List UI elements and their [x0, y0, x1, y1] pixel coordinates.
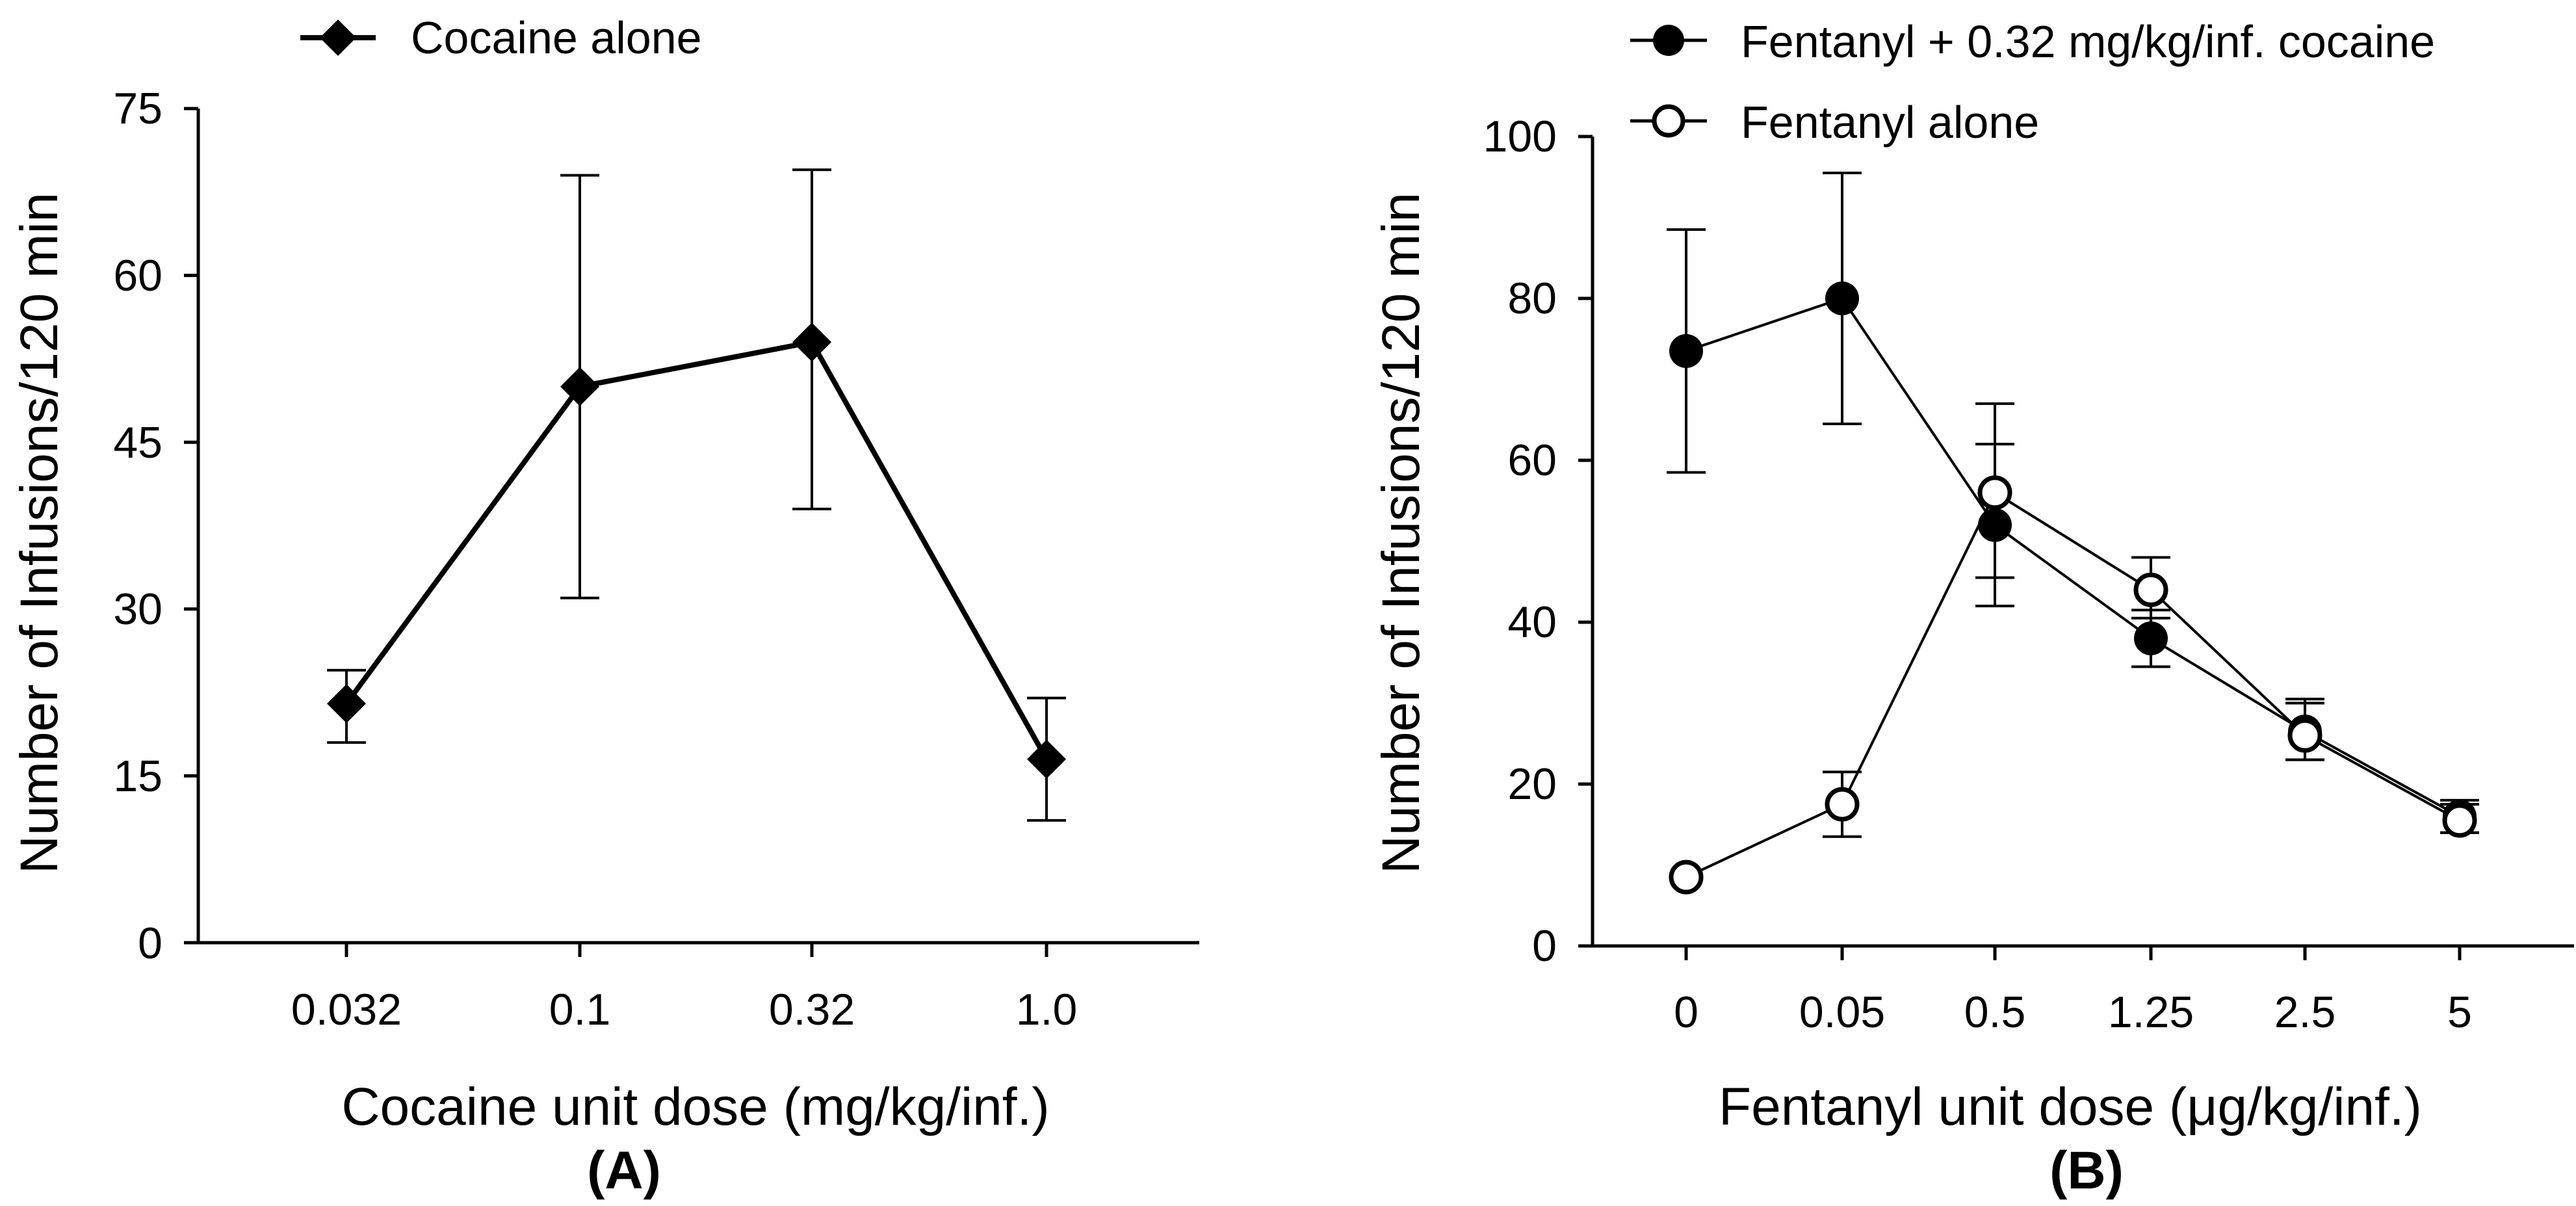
panel-a-legend: Cocaine alone: [300, 12, 702, 63]
panel-a-y-tick-label: 0: [138, 919, 163, 968]
panel-a-y-tick-label: 30: [113, 584, 163, 634]
panel-b-x-tick-label: 2.5: [2274, 988, 2336, 1037]
panel-a-y-tick-label: 15: [113, 752, 163, 801]
panel-a-y-axis-title: Number of Infusions/120 min: [10, 192, 69, 874]
panel-a-label: (A): [587, 1141, 661, 1200]
data-point: [1825, 787, 1860, 822]
data-point: [1027, 739, 1066, 779]
panel-b-x-tick-label: 5: [2447, 988, 2472, 1037]
panel-b-x-tick-label: 0.5: [1964, 988, 2026, 1037]
panel-b-y-tick-label: 100: [1483, 112, 1557, 161]
data-point: [1977, 475, 2012, 510]
series-line: [1685, 490, 2460, 878]
data-point: [2133, 572, 2168, 607]
panel-a-x-tick-labels: 0.032 0.1 0.32 1.0: [291, 985, 1077, 1034]
panel-b-chart: Fentanyl + 0.32 mg/kg/inf. cocaine Fenta…: [1372, 16, 2574, 1200]
panel-b-x-tick-label: 0.05: [1799, 988, 1885, 1037]
panel-b-label: (B): [2049, 1141, 2124, 1200]
panel-b-y-tick-label: 80: [1507, 274, 1557, 323]
data-point: [560, 367, 599, 406]
panel-b-x-tick-label: 1.25: [2108, 988, 2194, 1037]
panel-b-legend: Fentanyl + 0.32 mg/kg/inf. cocaine Fenta…: [1630, 16, 2435, 148]
panel-a-y-tick-label: 45: [113, 418, 163, 467]
panel-a-y-tick-label: 75: [113, 84, 163, 133]
panel-a-x-tick-label: 0.32: [769, 985, 855, 1034]
data-point: [2134, 621, 2168, 655]
series-fentanyl-0-32-mg-kg-inf-cocaine: [1667, 172, 2479, 834]
series-cocaine-alone: [327, 168, 1066, 822]
panel-b-y-tick-label: 20: [1507, 759, 1557, 809]
data-point: [2287, 718, 2322, 753]
panel-b-y-tick-label: 60: [1507, 436, 1557, 485]
data-point: [1825, 282, 1859, 315]
panel-b-y-tick-labels: 0 20 40 60 80 100: [1483, 112, 1557, 971]
legend-marker-fentanyl-alone: [1652, 104, 1685, 138]
panel-b-y-tick-label: 40: [1507, 597, 1557, 647]
panel-a-chart: Cocaine alone Number of Infusions/120 mi…: [10, 12, 1199, 1200]
series-fentanyl-alone: [1669, 402, 2479, 895]
data-point: [1669, 859, 1704, 895]
series-line: [1685, 296, 2460, 818]
data-point: [792, 322, 831, 362]
panel-a-x-axis-title: Cocaine unit dose (mg/kg/inf.): [341, 1077, 1049, 1136]
legend-marker-fentanyl-plus-cocaine: [1653, 25, 1684, 56]
panel-b-x-tick-label: 0: [1674, 988, 1698, 1037]
panel-a-x-tick-label: 0.032: [291, 985, 402, 1034]
legend-label-fentanyl-plus-cocaine: Fentanyl + 0.32 mg/kg/inf. cocaine: [1741, 16, 2435, 67]
data-point: [1669, 334, 1703, 368]
panel-a-y-tick-labels: 0 15 30 45 60 75: [113, 84, 163, 968]
panel-a-x-tick-label: 1.0: [1016, 985, 1078, 1034]
legend-label-fentanyl-alone: Fentanyl alone: [1741, 97, 2039, 148]
legend-label-cocaine-alone: Cocaine alone: [411, 12, 702, 63]
panel-b-y-tick-label: 0: [1532, 921, 1557, 971]
panel-b-x-axis-title: Fentanyl unit dose (μg/kg/inf.): [1719, 1077, 2422, 1136]
panel-a-y-tick-label: 60: [113, 251, 163, 300]
legend-marker-cocaine-alone: [320, 20, 356, 56]
series-line: [344, 339, 1049, 761]
data-point: [2442, 803, 2477, 838]
data-point: [327, 684, 366, 724]
panel-b-x-tick-labels: 0 0.05 0.5 1.25 2.5 5: [1674, 988, 2472, 1037]
panel-b-y-axis-title: Number of Infusions/120 min: [1372, 192, 1431, 874]
panel-a-x-tick-label: 0.1: [549, 985, 611, 1034]
